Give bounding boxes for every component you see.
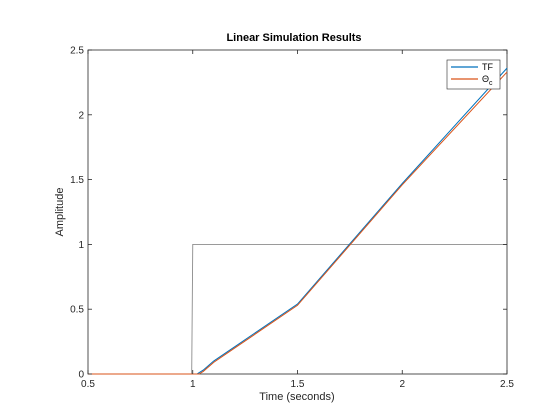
x-tick-label: 1.5 [291,379,305,390]
y-tick-label: 2.5 [70,46,84,57]
plot-area: 0.5 1 1.5 2 2.500.511.522.5 [70,46,514,391]
axes-box [87,49,508,375]
x-axis-label: Time (seconds) [259,391,334,403]
series-line-theta-c [88,71,508,375]
legend-label-tf: TF [482,62,493,72]
x-tick-label: 2 [399,379,405,390]
x-tick-label: 0.5 [81,379,95,390]
ticks-layer: 0.5 1 1.5 2 2.500.511.522.5 [70,46,514,391]
x-tick-label: 1 [190,379,196,390]
series-layer [88,67,508,375]
legend: TF Θc [446,59,501,90]
legend-label-theta-sub: c [489,80,493,87]
chart-title: Linear Simulation Results [226,32,361,44]
legend-label-theta-main: Θ [482,74,489,84]
y-tick-label: 0.5 [70,305,84,316]
y-tick-label: 1.5 [70,175,84,186]
legend-label-theta-c: Θc [482,74,493,87]
legend-box [446,59,501,90]
y-tick-label: 2 [78,110,84,121]
y-tick-label: 0 [78,370,84,381]
x-tick-label: 2.5 [500,379,514,390]
y-tick-label: 1 [78,240,84,251]
y-axis-label: Amplitude [54,188,66,237]
